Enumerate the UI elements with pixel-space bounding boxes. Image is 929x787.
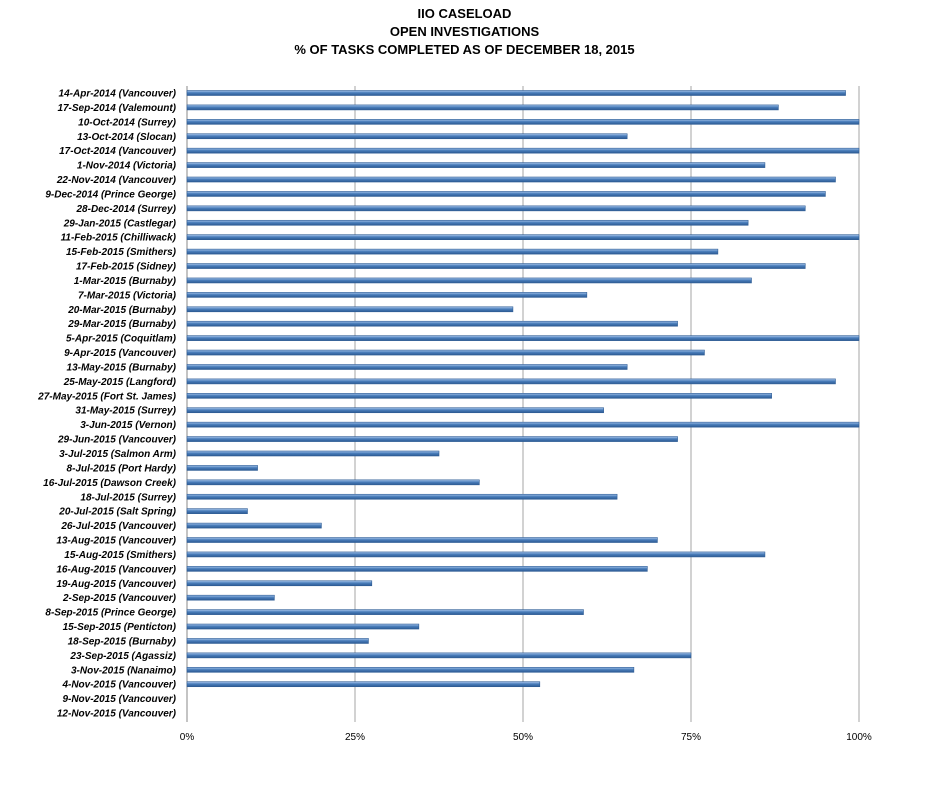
bar	[186, 90, 846, 96]
bar	[186, 566, 648, 572]
bar	[186, 133, 628, 140]
category-label: 18-Jul-2015 (Surrey)	[80, 492, 176, 503]
category-label: 9-Apr-2015 (Vancouver)	[64, 348, 177, 359]
category-label: 13-Aug-2015 (Vancouver)	[56, 536, 176, 547]
bar	[186, 681, 541, 688]
category-label: 8-Sep-2015 (Prince George)	[45, 608, 176, 619]
category-label: 3-Nov-2015 (Nanaimo)	[71, 665, 177, 676]
category-label: 20-Mar-2015 (Burnaby)	[67, 305, 176, 316]
category-label: 13-Oct-2014 (Slocan)	[77, 132, 177, 143]
x-tick-label: 0%	[180, 732, 195, 743]
x-tick-label: 25%	[345, 732, 365, 743]
bar	[186, 320, 678, 327]
category-label: 5-Apr-2015 (Coquitlam)	[66, 334, 177, 345]
bar	[186, 450, 440, 457]
category-label: 29-Mar-2015 (Burnaby)	[67, 319, 176, 330]
category-label: 3-Jul-2015 (Salmon Arm)	[59, 449, 177, 460]
category-label: 18-Sep-2015 (Burnaby)	[68, 636, 177, 647]
bar	[186, 335, 860, 341]
bar	[186, 104, 779, 111]
category-label: 27-May-2015 (Fort St. James)	[37, 391, 177, 402]
bar	[186, 580, 373, 587]
category-label: 8-Jul-2015 (Port Hardy)	[67, 463, 177, 474]
category-label: 15-Feb-2015 (Smithers)	[66, 247, 177, 258]
category-label: 2-Sep-2015 (Vancouver)	[62, 593, 177, 604]
bar	[186, 147, 860, 154]
bar	[186, 623, 420, 630]
category-label: 17-Sep-2014 (Valemount)	[57, 103, 176, 114]
category-label: 29-Jun-2015 (Vancouver)	[57, 435, 177, 446]
bar	[186, 349, 705, 356]
category-label: 17-Feb-2015 (Sidney)	[76, 262, 177, 273]
bar	[186, 594, 275, 601]
bar	[186, 551, 766, 558]
chart-subtitle-line-2: % OF TASKS COMPLETED AS OF DECEMBER 18, …	[294, 42, 635, 57]
category-label: 13-May-2015 (Burnaby)	[67, 362, 177, 373]
category-label: 16-Jul-2015 (Dawson Creek)	[43, 478, 177, 489]
category-label: 17-Oct-2014 (Vancouver)	[59, 146, 177, 157]
bar	[186, 219, 749, 226]
chart-subtitle-line-1: OPEN INVESTIGATIONS	[389, 24, 540, 39]
category-label: 14-Apr-2014 (Vancouver)	[59, 89, 177, 100]
x-tick-label: 50%	[513, 732, 533, 743]
bar	[186, 537, 658, 543]
category-label: 10-Oct-2014 (Surrey)	[78, 117, 176, 128]
category-label: 29-Jan-2015 (Castlegar)	[63, 218, 177, 229]
bar	[186, 191, 826, 197]
x-tick-label: 100%	[846, 732, 872, 743]
category-label: 31-May-2015 (Surrey)	[75, 406, 176, 417]
category-label: 7-Mar-2015 (Victoria)	[78, 290, 177, 301]
bar	[186, 638, 369, 644]
bar	[186, 248, 719, 255]
bar	[186, 666, 635, 673]
bar	[186, 522, 322, 529]
bar	[186, 176, 836, 183]
bar	[186, 234, 860, 240]
bar	[186, 292, 588, 298]
category-label: 25-May-2015 (Langford)	[63, 377, 177, 388]
bar	[186, 609, 584, 615]
category-label: 11-Feb-2015 (Chilliwack)	[61, 233, 177, 244]
category-label: 4-Nov-2015 (Vancouver)	[61, 680, 176, 691]
bar	[186, 407, 604, 414]
bar	[186, 479, 480, 486]
bar	[186, 119, 860, 125]
category-label: 19-Aug-2015 (Vancouver)	[56, 579, 176, 590]
category-label: 9-Nov-2015 (Vancouver)	[62, 694, 176, 705]
category-label: 23-Sep-2015 (Agassiz)	[69, 651, 176, 662]
category-label: 15-Aug-2015 (Smithers)	[64, 550, 176, 561]
category-label: 12-Nov-2015 (Vancouver)	[57, 709, 177, 720]
bar	[186, 421, 860, 428]
category-label: 20-Jul-2015 (Salt Spring)	[58, 507, 176, 518]
category-label: 22-Nov-2014 (Vancouver)	[56, 175, 177, 186]
category-label: 28-Dec-2014 (Surrey)	[76, 204, 177, 215]
bar	[186, 162, 766, 168]
bar	[186, 465, 258, 471]
bar	[186, 493, 618, 500]
category-label: 1-Mar-2015 (Burnaby)	[74, 276, 177, 287]
category-label: 3-Jun-2015 (Vernon)	[80, 420, 176, 431]
x-tick-label: 75%	[681, 732, 701, 743]
bar	[186, 364, 628, 370]
bar	[186, 436, 678, 442]
category-label: 26-Jul-2015 (Vancouver)	[60, 521, 176, 532]
chart-title: IIO CASELOAD	[417, 6, 512, 21]
bar	[186, 263, 806, 269]
bar	[186, 393, 772, 399]
category-label: 15-Sep-2015 (Penticton)	[63, 622, 177, 633]
bar	[186, 378, 836, 385]
bar	[186, 508, 248, 514]
category-label: 16-Aug-2015 (Vancouver)	[56, 564, 176, 575]
bar	[186, 205, 806, 212]
bar	[186, 306, 514, 313]
bar	[186, 277, 752, 284]
chart-title-block: IIO CASELOAD OPEN INVESTIGATIONS % OF TA…	[0, 5, 929, 59]
bar	[186, 652, 692, 659]
category-label: 9-Dec-2014 (Prince George)	[45, 189, 176, 200]
category-label: 1-Nov-2014 (Victoria)	[77, 161, 177, 172]
